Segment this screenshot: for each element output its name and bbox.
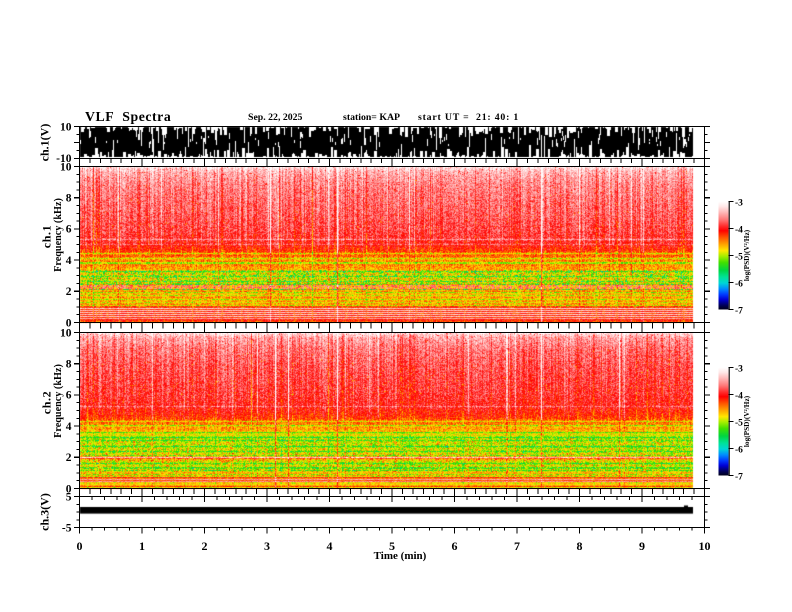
- svg-text:2: 2: [202, 539, 208, 553]
- svg-text:6: 6: [66, 390, 72, 402]
- svg-text:10: 10: [60, 161, 72, 173]
- svg-text:7: 7: [514, 539, 520, 553]
- svg-text:ch.3(V): ch.3(V): [38, 493, 52, 531]
- svg-text:start UT = 21: 40: 1: start UT = 21: 40: 1: [418, 112, 519, 123]
- svg-text:-5: -5: [735, 419, 743, 429]
- svg-text:6: 6: [66, 224, 72, 236]
- svg-text:4: 4: [66, 421, 72, 433]
- svg-text:-10: -10: [56, 153, 72, 165]
- svg-text:ch.1: ch.1: [40, 225, 54, 248]
- svg-text:Frequency (kHz): Frequency (kHz): [53, 198, 64, 272]
- svg-text:ch.2: ch.2: [40, 391, 54, 414]
- svg-text:4: 4: [327, 539, 333, 553]
- svg-text:3: 3: [264, 539, 270, 553]
- svg-text:0: 0: [77, 539, 83, 553]
- svg-text:-4: -4: [735, 392, 743, 402]
- svg-text:log(PSD)(V²/Hz): log(PSD)(V²/Hz): [742, 395, 751, 447]
- svg-text:log(PSD)(V²/Hz): log(PSD)(V²/Hz): [742, 229, 751, 281]
- svg-text:5: 5: [389, 539, 395, 553]
- svg-text:9: 9: [639, 539, 645, 553]
- svg-text:Frequency (kHz): Frequency (kHz): [53, 364, 64, 438]
- svg-text:0: 0: [66, 483, 72, 495]
- svg-text:10: 10: [699, 539, 711, 553]
- svg-text:-6: -6: [735, 280, 743, 290]
- svg-text:-6: -6: [735, 446, 743, 456]
- svg-text:Time (min): Time (min): [374, 550, 427, 562]
- svg-text:-4: -4: [735, 226, 743, 236]
- svg-text:ch.1(V): ch.1(V): [38, 124, 52, 162]
- svg-text:-5: -5: [62, 522, 72, 534]
- svg-text:Sep. 22, 2025: Sep. 22, 2025: [248, 112, 303, 123]
- svg-text:-3: -3: [735, 199, 743, 209]
- svg-text:8: 8: [66, 359, 72, 371]
- svg-text:10: 10: [60, 327, 72, 339]
- svg-text:8: 8: [577, 539, 583, 553]
- svg-text:5: 5: [66, 491, 72, 503]
- svg-text:2: 2: [66, 452, 72, 464]
- svg-text:-7: -7: [735, 473, 743, 483]
- svg-text:-5: -5: [735, 253, 743, 263]
- svg-text:-3: -3: [735, 365, 743, 375]
- svg-text:0: 0: [66, 317, 72, 329]
- svg-text:1: 1: [139, 539, 145, 553]
- svg-text:station= KAP: station= KAP: [343, 112, 400, 123]
- svg-text:4: 4: [66, 255, 72, 267]
- svg-text:2: 2: [66, 286, 72, 298]
- svg-text:8: 8: [66, 193, 72, 205]
- svg-text:VLF Spectra: VLF Spectra: [85, 109, 171, 124]
- svg-text:6: 6: [452, 539, 458, 553]
- svg-text:-7: -7: [735, 307, 743, 317]
- svg-text:10: 10: [60, 121, 72, 133]
